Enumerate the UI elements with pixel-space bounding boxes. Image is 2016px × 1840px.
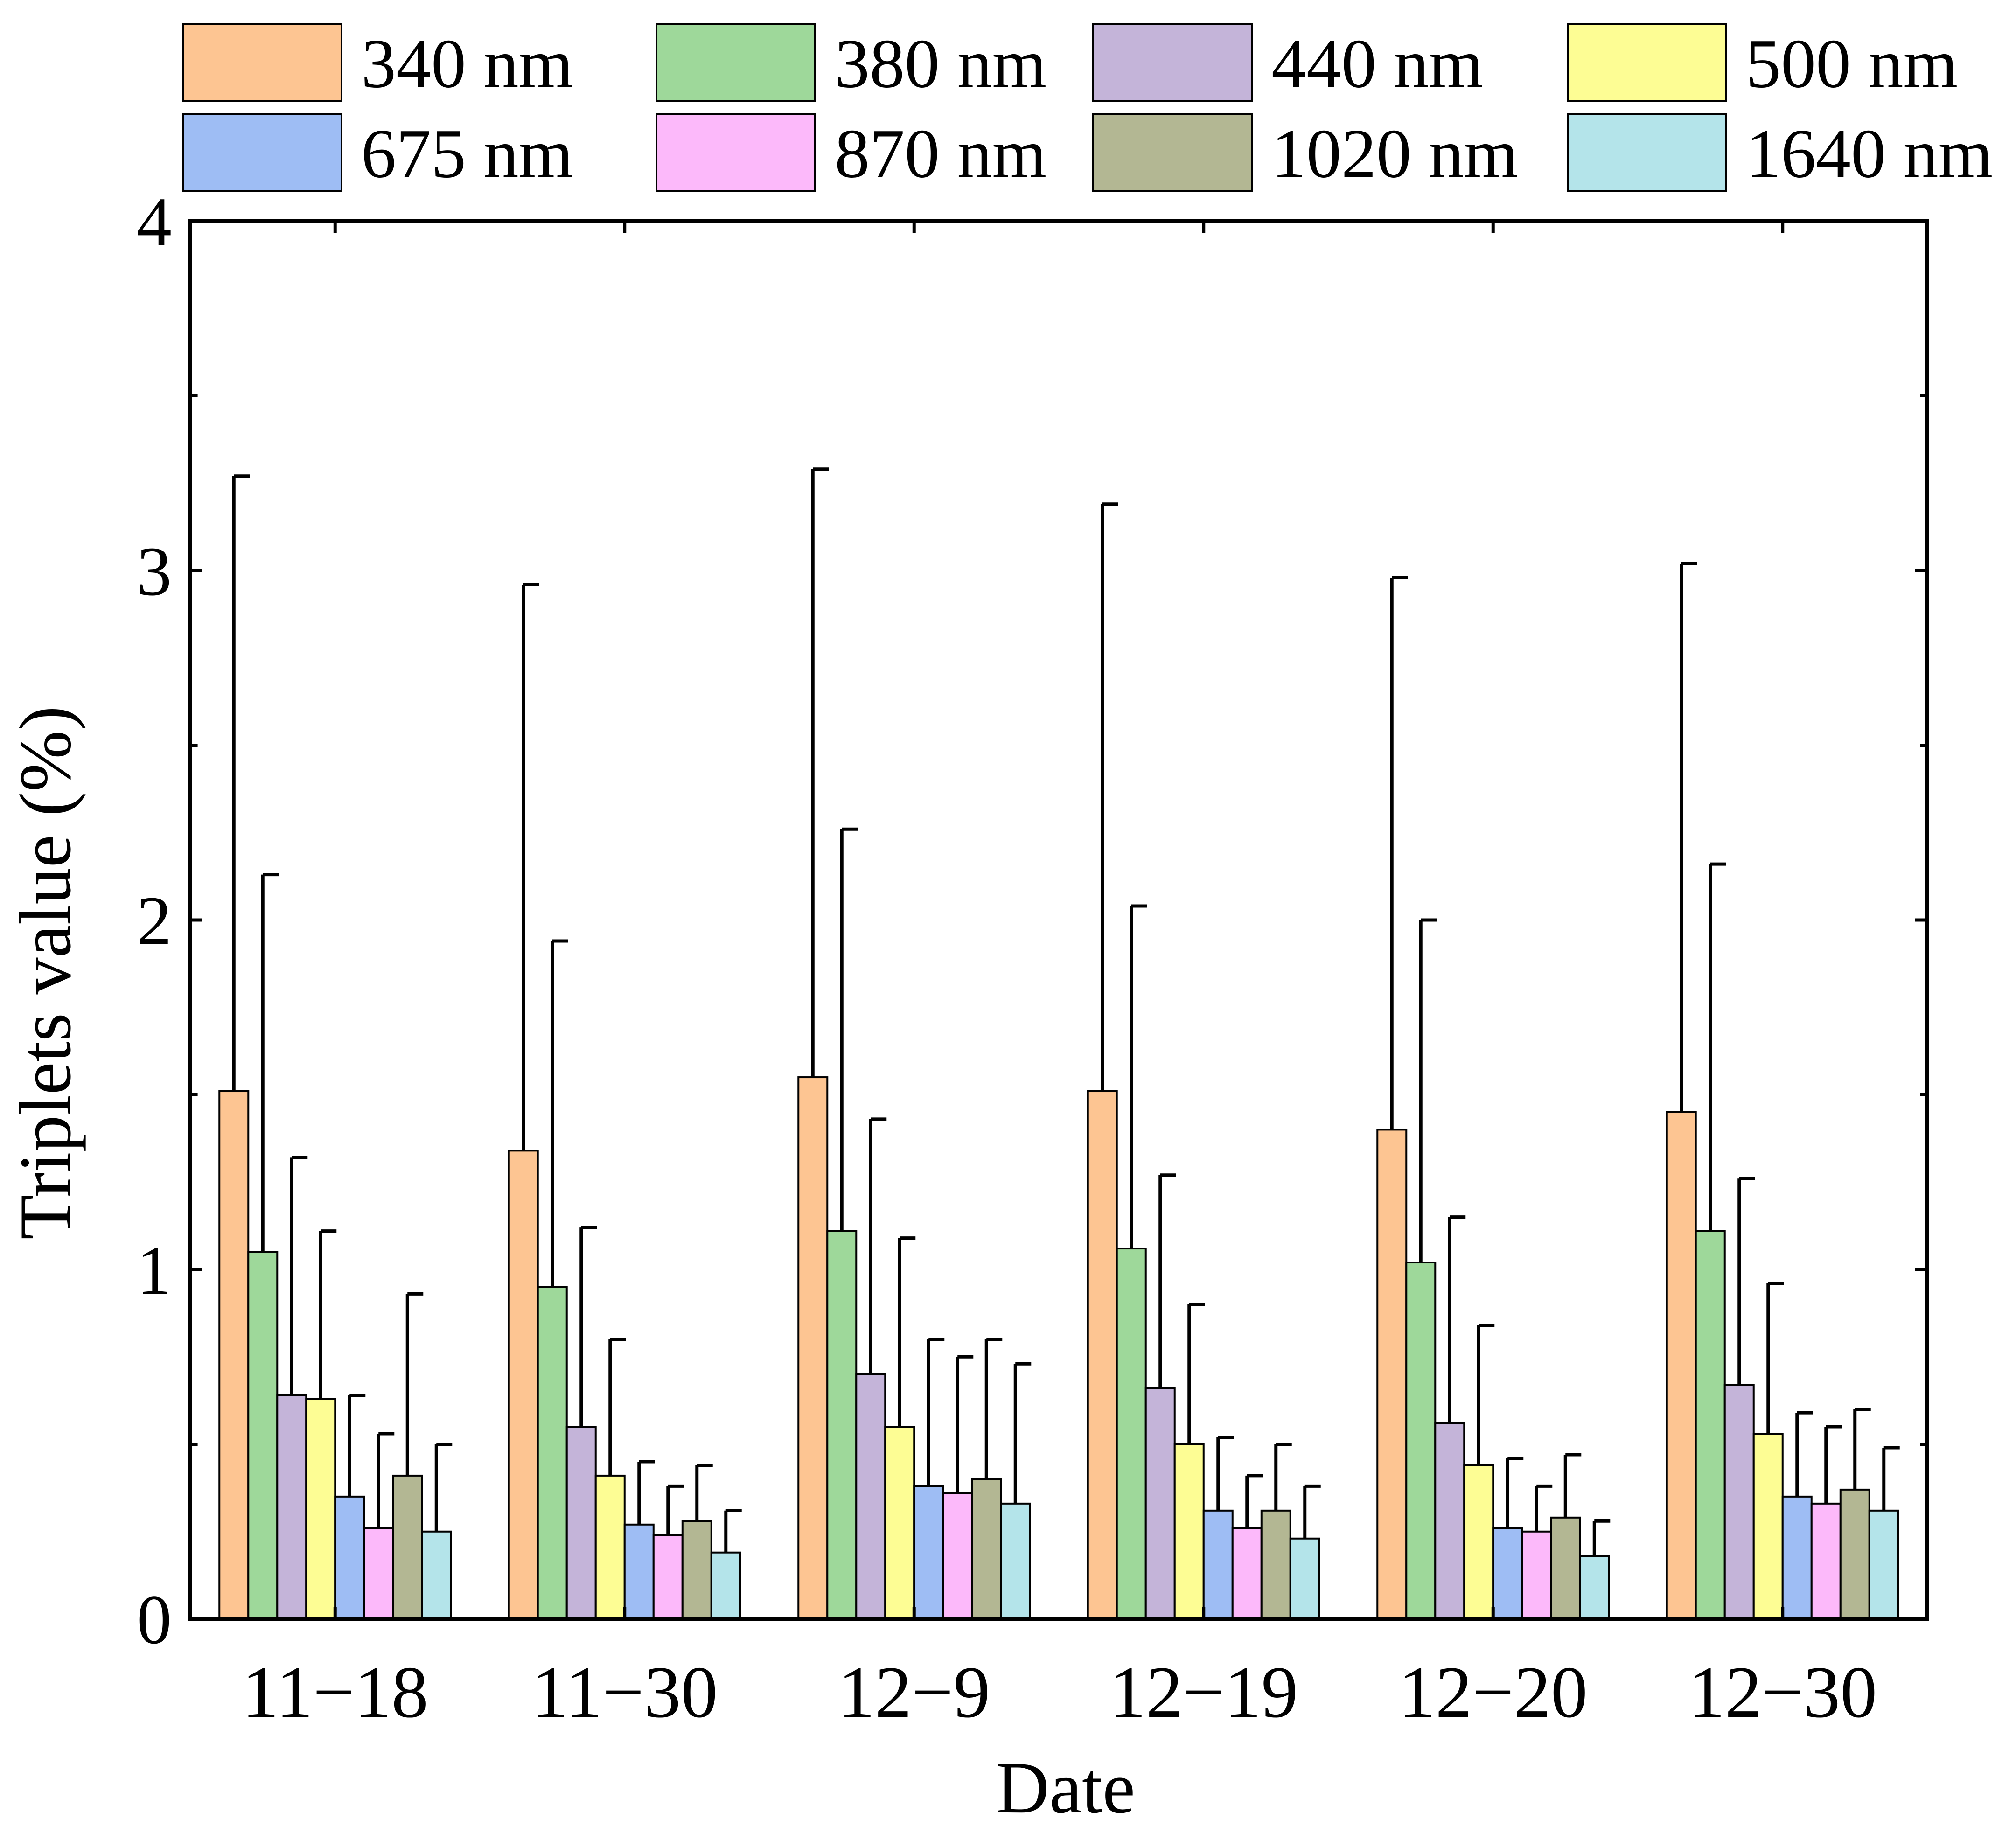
bar — [1666, 1111, 1697, 1620]
plot-frame — [188, 219, 1929, 1621]
bar — [1695, 1230, 1726, 1620]
legend-label: 380 nm — [835, 25, 1046, 103]
bar — [1087, 1090, 1118, 1620]
x-tick-label: 11−18 — [242, 1652, 428, 1733]
y-tick-label: 3 — [137, 533, 172, 610]
bar — [797, 1076, 829, 1620]
bar — [305, 1398, 336, 1620]
bar — [334, 1495, 365, 1620]
bar — [1434, 1422, 1465, 1620]
bar — [1810, 1502, 1842, 1620]
bar — [942, 1492, 973, 1620]
bar — [247, 1251, 279, 1620]
bar — [1463, 1464, 1494, 1620]
bar — [363, 1527, 394, 1620]
x-tick-label: 12−30 — [1688, 1652, 1877, 1733]
bar — [218, 1090, 250, 1620]
bar — [1289, 1537, 1320, 1620]
bar — [594, 1474, 626, 1620]
legend-label: 1020 nm — [1271, 115, 1518, 193]
bar — [884, 1426, 915, 1620]
bar — [1202, 1509, 1234, 1620]
bar — [1000, 1502, 1031, 1620]
legend-swatch — [182, 23, 342, 102]
bar — [971, 1478, 1002, 1620]
legend-label: 500 nm — [1746, 25, 1958, 103]
legend-swatch — [656, 113, 816, 192]
bar — [1231, 1527, 1263, 1620]
legend: 340 nm 380 nm 440 nm 500 nm 675 nm 870 nm 1020… — [182, 23, 1993, 193]
legend-label: 675 nm — [361, 115, 573, 193]
x-tick-label: 12−9 — [838, 1652, 990, 1733]
legend-label: 340 nm — [361, 25, 573, 103]
legend-swatch — [656, 23, 816, 102]
bar — [1376, 1129, 1408, 1620]
bar — [652, 1534, 684, 1620]
bar — [1839, 1488, 1870, 1620]
bar — [392, 1474, 423, 1620]
legend-label: 870 nm — [835, 115, 1046, 193]
y-tick-label: 0 — [137, 1581, 172, 1659]
bar — [1492, 1527, 1523, 1620]
bar — [1579, 1555, 1610, 1620]
legend-swatch — [1092, 113, 1253, 192]
bar — [1173, 1443, 1205, 1620]
x-tick-label: 12−19 — [1109, 1652, 1298, 1733]
bar — [710, 1551, 741, 1620]
bar — [1781, 1495, 1813, 1620]
bar — [1521, 1530, 1552, 1620]
bar — [1144, 1387, 1176, 1620]
bar — [1116, 1248, 1147, 1620]
plot-area: 0 1 2 3 4 11−18 11−30 12−9 12−19 12−20 12−30 — [137, 183, 1929, 1733]
bar — [913, 1485, 944, 1620]
legend-swatch — [182, 113, 342, 192]
legend-label: 440 nm — [1271, 25, 1483, 103]
legend-label: 1640 nm — [1746, 115, 1993, 193]
bar — [1752, 1433, 1784, 1620]
x-axis-label: Date — [996, 1747, 1135, 1829]
bar — [276, 1394, 307, 1620]
bar — [508, 1150, 539, 1620]
legend-swatch — [1092, 23, 1253, 102]
bar — [1260, 1509, 1291, 1620]
legend-swatch — [1567, 113, 1727, 192]
bar — [537, 1286, 568, 1620]
y-axis-label: Triplets value (%) — [5, 706, 86, 1240]
legend-swatch — [1567, 23, 1727, 102]
bar — [1550, 1516, 1581, 1620]
bar — [1723, 1384, 1755, 1620]
y-tick-label: 4 — [137, 183, 172, 261]
bar — [565, 1426, 597, 1620]
bar — [826, 1230, 858, 1620]
x-tick-label: 12−20 — [1399, 1652, 1588, 1733]
bar — [855, 1373, 886, 1620]
bar — [681, 1520, 712, 1620]
bar — [1405, 1262, 1437, 1620]
x-tick-label: 11−30 — [531, 1652, 718, 1733]
bar — [623, 1523, 655, 1620]
y-tick-label: 1 — [137, 1232, 172, 1309]
bar — [1868, 1509, 1899, 1620]
y-tick-label: 2 — [137, 882, 172, 960]
bar — [421, 1530, 452, 1620]
